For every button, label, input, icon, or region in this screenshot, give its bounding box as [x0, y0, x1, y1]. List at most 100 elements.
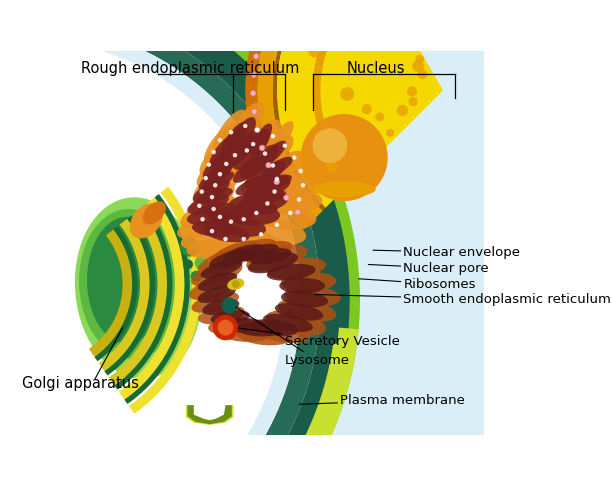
Ellipse shape [200, 203, 236, 215]
Ellipse shape [181, 228, 228, 249]
Polygon shape [227, 328, 359, 486]
Ellipse shape [211, 310, 250, 325]
Ellipse shape [246, 244, 308, 272]
Ellipse shape [210, 220, 257, 238]
Ellipse shape [196, 195, 235, 215]
Ellipse shape [206, 158, 245, 189]
Ellipse shape [220, 122, 247, 162]
Circle shape [283, 143, 287, 148]
Ellipse shape [199, 164, 232, 191]
Ellipse shape [240, 144, 279, 179]
Text: Secretory Vesicle: Secretory Vesicle [237, 328, 400, 348]
Ellipse shape [226, 205, 280, 226]
Circle shape [362, 104, 372, 114]
Circle shape [203, 176, 208, 180]
Ellipse shape [212, 110, 247, 158]
Polygon shape [187, 405, 232, 424]
Circle shape [250, 90, 256, 96]
Circle shape [218, 215, 222, 219]
Ellipse shape [238, 200, 278, 215]
Ellipse shape [177, 214, 226, 239]
Polygon shape [233, 344, 353, 486]
Circle shape [200, 217, 205, 222]
Polygon shape [119, 197, 184, 399]
Circle shape [266, 162, 271, 168]
Ellipse shape [215, 216, 266, 237]
Circle shape [300, 114, 387, 201]
Ellipse shape [278, 298, 336, 322]
Ellipse shape [281, 291, 328, 308]
Ellipse shape [223, 318, 264, 332]
Circle shape [301, 183, 305, 188]
Polygon shape [89, 229, 132, 357]
Circle shape [299, 169, 303, 173]
Ellipse shape [204, 123, 239, 165]
Circle shape [197, 204, 201, 208]
Ellipse shape [130, 203, 163, 239]
Circle shape [229, 219, 233, 224]
Ellipse shape [198, 242, 253, 263]
Text: Rough endoplasmic reticulum: Rough endoplasmic reticulum [81, 61, 299, 76]
Ellipse shape [248, 189, 286, 204]
Ellipse shape [198, 177, 237, 202]
Ellipse shape [220, 208, 271, 226]
Circle shape [218, 320, 233, 335]
Ellipse shape [233, 150, 273, 181]
Polygon shape [313, 0, 382, 183]
Ellipse shape [268, 164, 317, 191]
Ellipse shape [226, 117, 256, 158]
Circle shape [229, 130, 233, 135]
Ellipse shape [227, 278, 244, 290]
Circle shape [297, 197, 301, 202]
Ellipse shape [203, 149, 234, 179]
Circle shape [207, 162, 211, 167]
Text: Nuclear envelope: Nuclear envelope [373, 246, 520, 259]
Ellipse shape [217, 142, 247, 172]
Ellipse shape [198, 188, 233, 204]
Ellipse shape [261, 157, 293, 179]
Ellipse shape [192, 292, 239, 313]
Ellipse shape [244, 161, 286, 189]
Ellipse shape [198, 273, 237, 291]
Ellipse shape [263, 314, 313, 332]
Circle shape [254, 211, 258, 215]
Polygon shape [104, 215, 155, 376]
Ellipse shape [226, 102, 264, 158]
Ellipse shape [218, 143, 256, 177]
Circle shape [224, 162, 228, 166]
Ellipse shape [87, 217, 166, 344]
Circle shape [340, 87, 354, 101]
Ellipse shape [201, 260, 242, 278]
Ellipse shape [196, 155, 234, 188]
Circle shape [218, 172, 222, 176]
Polygon shape [65, 0, 356, 486]
Ellipse shape [226, 230, 288, 256]
Ellipse shape [207, 156, 239, 180]
Circle shape [251, 72, 256, 77]
Circle shape [412, 60, 424, 72]
Circle shape [417, 69, 427, 79]
Text: Nuclear pore: Nuclear pore [368, 262, 489, 275]
Ellipse shape [227, 239, 276, 261]
Circle shape [407, 87, 417, 96]
Ellipse shape [281, 272, 336, 292]
Circle shape [397, 105, 408, 116]
Ellipse shape [259, 140, 286, 167]
Circle shape [415, 55, 424, 64]
Polygon shape [114, 205, 173, 390]
Ellipse shape [230, 131, 257, 165]
Ellipse shape [267, 264, 316, 281]
Circle shape [200, 190, 204, 194]
Text: Ribosomes: Ribosomes [359, 278, 476, 291]
Polygon shape [124, 194, 190, 404]
Circle shape [308, 45, 321, 57]
Ellipse shape [189, 276, 238, 300]
Ellipse shape [284, 285, 341, 307]
Polygon shape [186, 405, 233, 425]
Circle shape [292, 156, 297, 160]
Circle shape [255, 128, 259, 132]
Ellipse shape [237, 192, 288, 213]
Text: Smooth endoplasmic reticulum: Smooth endoplasmic reticulum [315, 294, 611, 307]
Ellipse shape [187, 239, 237, 259]
Circle shape [203, 248, 211, 257]
